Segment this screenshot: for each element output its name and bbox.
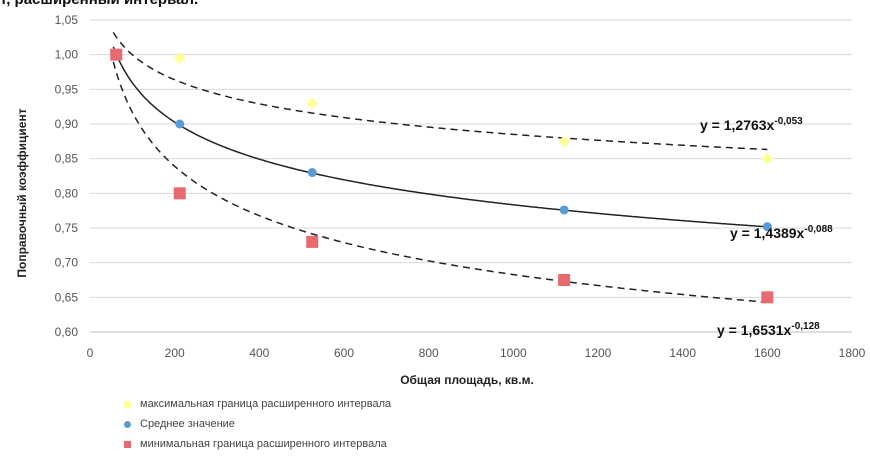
point-max [558,135,571,148]
equation-min: y = 1,6531x-0,128 [717,321,820,338]
y-tick-label: 0,80 [55,186,79,200]
trendline-min [112,61,768,303]
y-tick-label: 0,60 [55,325,79,339]
point-min [173,187,186,200]
equation-max: y = 1,2763x-0,053 [700,116,803,133]
y-axis-title: Поправочный коэффициент [15,108,29,277]
equation-base: y = 1,6531x [717,322,792,338]
legend-swatch-max [124,401,131,408]
legend-item-min: минимальная граница расширенного интерва… [120,434,391,454]
equation-base: y = 1,2763x [700,117,775,133]
x-tick-label: 600 [334,346,354,360]
trendline-mean [112,46,768,228]
y-tick-label: 0,65 [55,290,79,304]
equation-base: y = 1,4389x [730,225,805,241]
x-tick-label: 1000 [500,346,527,360]
x-tick-label: 1600 [754,346,781,360]
legend-item-max: максимальная граница расширенного интерв… [120,394,391,414]
legend-label-mean: Среднее значение [140,418,235,430]
gridlines [90,19,852,333]
equation-exponent: -0,088 [804,224,833,235]
legend-item-mean: Среднее значение [120,414,391,434]
point-max [173,52,186,65]
x-tick-label: 200 [165,346,185,360]
trendline-max [112,31,768,151]
point-mean [559,205,569,215]
point-max [306,97,319,110]
point-min [761,291,774,304]
point-min [110,48,123,61]
trendlines [112,31,768,303]
legend-label-min: минимальная граница расширенного интерва… [140,438,387,450]
y-tick-label: 0,90 [55,117,79,131]
point-max [761,152,774,165]
x-axis-ticks: 0 200 400 600 800 1000 1200 1400 1600 1800 [87,346,866,360]
x-axis-title: Общая площадь, кв.м. [400,373,534,387]
page-title: т, расширенный интервал. [0,0,198,8]
y-tick-label: 0,70 [55,256,79,270]
point-min [558,274,571,286]
x-tick-label: 1200 [585,346,612,360]
data-points [110,48,774,304]
y-tick-label: 0,95 [55,82,79,96]
y-axis-ticks: 0,60 0,65 0,70 0,75 0,80 0,85 0,90 0,95 1,00 1,05 [55,13,79,339]
x-tick-label: 400 [249,346,269,360]
y-tick-label: 0,75 [55,221,79,235]
x-tick-label: 1800 [839,346,866,360]
point-mean [175,119,185,129]
point-min [306,235,319,248]
y-tick-label: 1,00 [55,48,79,62]
x-tick-label: 1400 [669,346,696,360]
x-tick-label: 0 [87,346,94,360]
legend-label-max: максимальная граница расширенного интерв… [140,398,392,410]
equation-mean: y = 1,4389x-0,088 [730,224,833,241]
point-mean [762,222,772,232]
y-tick-label: 1,05 [55,13,79,27]
point-mean [307,168,317,178]
equation-exponent: -0,053 [774,116,803,127]
legend-swatch-min [124,441,131,448]
legend-swatch-mean [124,421,131,428]
x-tick-label: 800 [419,346,439,360]
equation-exponent: -0,128 [791,321,820,332]
legend: максимальная граница расширенного интерв… [120,394,391,454]
y-tick-label: 0,85 [55,152,79,166]
